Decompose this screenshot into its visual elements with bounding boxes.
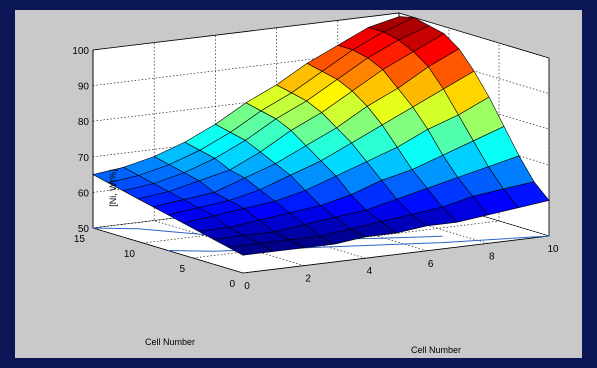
contour-line [167,235,550,252]
z-tick-label: 50 [78,224,90,235]
z-tick-label: 90 [78,82,90,93]
z-tick-label: 60 [78,188,90,199]
y-tick-label: 0 [229,279,235,290]
x-tick-label: 4 [367,266,373,277]
surface-mesh [92,16,550,256]
y-tick-label: 5 [179,264,185,275]
x-axis-label: Cell Number [411,345,461,355]
z-grid-line [92,12,550,59]
y-axis-label: Cell Number [145,337,195,347]
z-tick-label: 80 [78,117,90,128]
x-tick-label: 2 [305,274,311,285]
x-tick-label: 0 [244,281,250,292]
figure-background: 50 60 70 80 90 100 0 2 4 6 8 10 0 5 10 15 [Ni, Wt%] Cel… [15,10,582,358]
y-tick-label: 10 [124,249,136,260]
x-tick-label: 6 [428,259,434,270]
x-tick-label: 10 [547,244,559,255]
x-tick-label: 8 [489,251,495,262]
surface-patch [368,16,415,33]
z-tick-label: 70 [78,153,90,164]
z-tick-label: 100 [72,46,89,57]
y-tick-label: 15 [74,234,86,245]
x-axis-line [242,235,550,274]
z-axis-label: [Ni, Wt%] [108,169,118,207]
